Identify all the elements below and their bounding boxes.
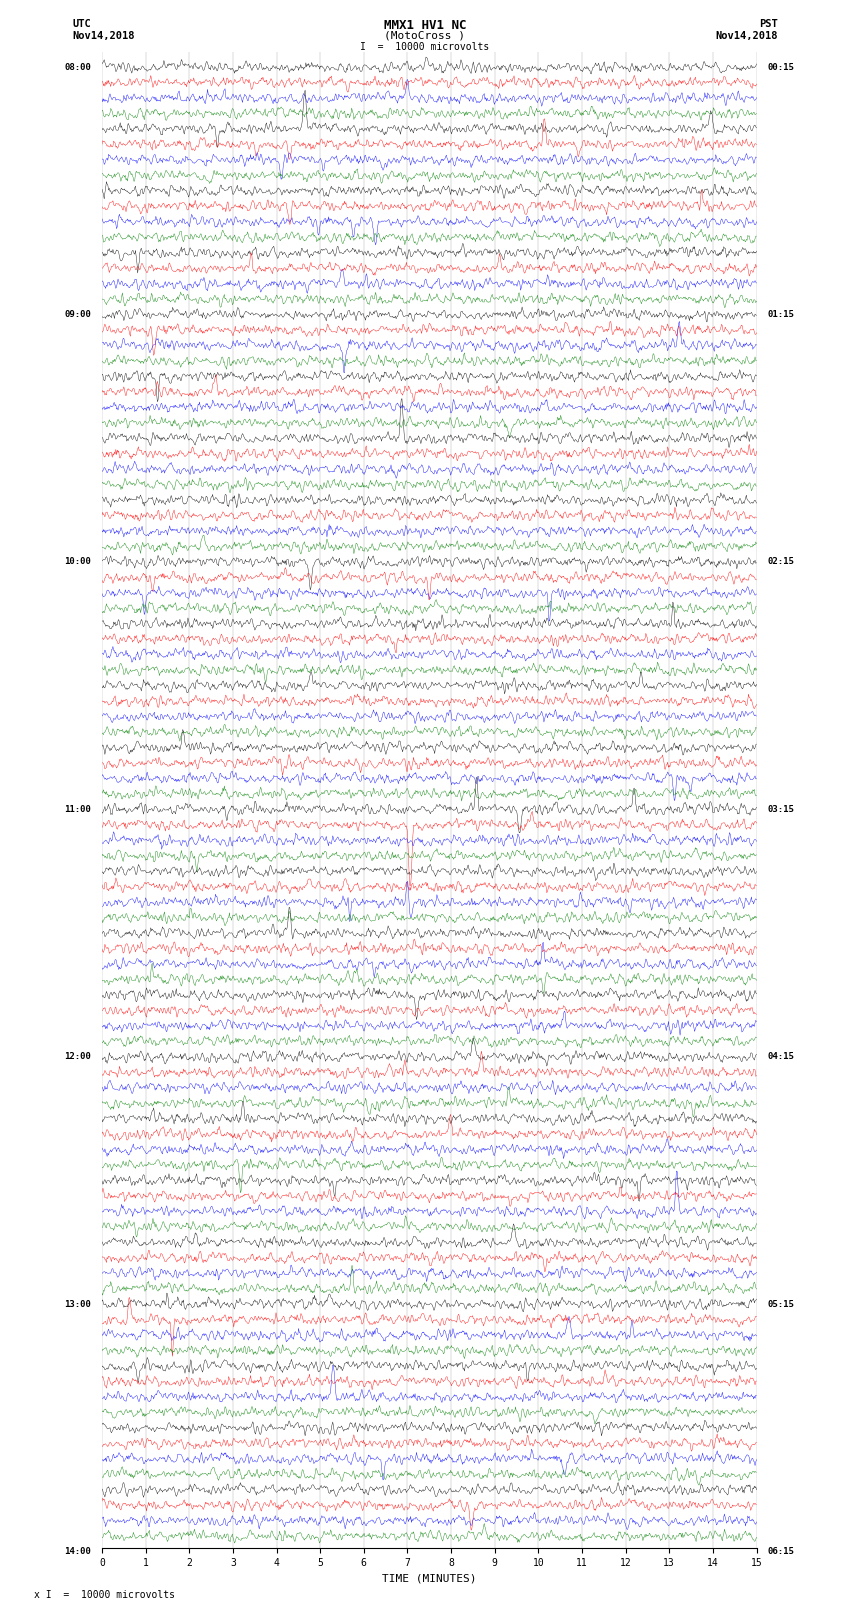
- Text: I  =  10000 microvolts: I = 10000 microvolts: [360, 42, 490, 52]
- Text: (MotoCross ): (MotoCross ): [384, 31, 466, 40]
- Text: PST: PST: [759, 19, 778, 29]
- Text: 02:15: 02:15: [768, 558, 794, 566]
- Text: 05:15: 05:15: [768, 1300, 794, 1308]
- Text: 01:15: 01:15: [768, 310, 794, 319]
- Text: 09:00: 09:00: [65, 310, 91, 319]
- Text: 03:15: 03:15: [768, 805, 794, 815]
- Text: UTC: UTC: [72, 19, 91, 29]
- Text: 14:00: 14:00: [65, 1547, 91, 1557]
- Text: 08:00: 08:00: [65, 63, 91, 71]
- Text: Nov14,2018: Nov14,2018: [715, 31, 778, 40]
- Text: 10:00: 10:00: [65, 558, 91, 566]
- Text: 12:00: 12:00: [65, 1052, 91, 1061]
- Text: 13:00: 13:00: [65, 1300, 91, 1308]
- Text: Nov14,2018: Nov14,2018: [72, 31, 135, 40]
- Text: 00:15: 00:15: [768, 63, 794, 71]
- Text: 11:00: 11:00: [65, 805, 91, 815]
- Text: 04:15: 04:15: [768, 1052, 794, 1061]
- Text: x I  =  10000 microvolts: x I = 10000 microvolts: [34, 1590, 175, 1600]
- Text: 06:15: 06:15: [768, 1547, 794, 1557]
- X-axis label: TIME (MINUTES): TIME (MINUTES): [382, 1574, 477, 1584]
- Text: MMX1 HV1 NC: MMX1 HV1 NC: [383, 19, 467, 32]
